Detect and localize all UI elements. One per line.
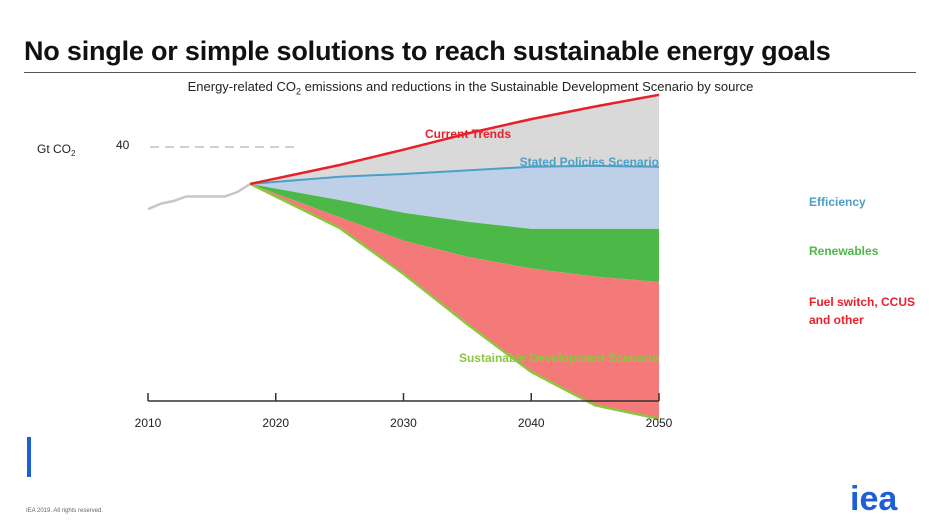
stated-policies-label: Stated Policies Scenario: [520, 155, 659, 169]
copyright-notice: IEA 2019. All rights reserved.: [26, 508, 104, 514]
x-tick-label: 2050: [646, 416, 673, 430]
area-renewables: [250, 183, 659, 282]
legend-efficiency: Efficiency: [809, 195, 866, 209]
area-fuel-switch: [250, 183, 659, 419]
subtitle-subscript: 2: [296, 86, 302, 97]
accent-bar: [27, 437, 31, 477]
legend-renewables: Renewables: [809, 244, 879, 258]
subtitle-suffix: emissions and reductions in the Sustaina…: [301, 79, 754, 94]
y-axis-unit-label: Gt CO2: [37, 142, 76, 158]
title-divider: [24, 72, 916, 73]
area-efficiency: [250, 165, 659, 229]
iea-logo: iea: [850, 480, 898, 516]
current-trends-label: Current Trends: [425, 127, 511, 141]
chart-subtitle: Energy-related CO2 emissions and reducti…: [0, 79, 941, 97]
x-tick-label: 2040: [518, 416, 545, 430]
x-axis: 2010 2020 2030 2040 2050: [135, 393, 673, 430]
chart-annotations: Current Trends Stated Policies Scenario …: [425, 127, 659, 365]
sds-line: [249, 182, 660, 421]
chart-areas: [250, 94, 659, 419]
x-tick-label: 2030: [390, 416, 417, 430]
legend-fuel-switch-line1: Fuel switch, CCUS: [809, 295, 916, 309]
y-ref-value-label: 40: [116, 138, 130, 152]
x-tick-label: 2010: [135, 416, 162, 430]
current-trends-line: [249, 93, 660, 186]
y-axis-labels: Gt CO2 40: [37, 138, 130, 158]
chart-lines: [147, 93, 660, 421]
stated-policies-line: [250, 164, 660, 185]
subtitle-prefix: Energy-related CO: [187, 79, 296, 94]
x-tick-label: 2020: [262, 416, 289, 430]
legend-fuel-switch-line2: and other: [809, 313, 864, 327]
svg-text:iea: iea: [850, 480, 898, 516]
slide-title: No single or simple solutions to reach s…: [24, 36, 831, 66]
historical-line: [147, 182, 251, 211]
sds-label: Sustainable Development Scenario: [459, 351, 659, 365]
area-current-vs-stated: [250, 94, 659, 184]
legend-fuel-switch: Fuel switch, CCUS and other: [809, 293, 915, 329]
